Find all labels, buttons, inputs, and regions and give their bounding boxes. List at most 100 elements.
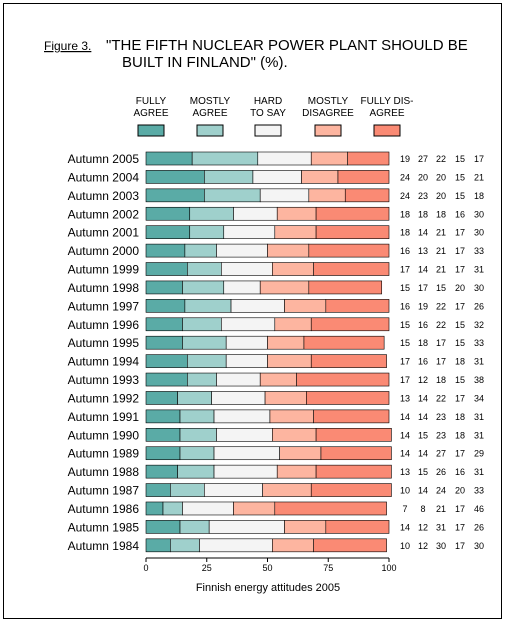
bar-segment — [145, 280, 183, 295]
value-labels: 19 27 22 15 17 24 20 20 15 21 24 23 20 15 18 18 18 18 16 30… — [400, 154, 484, 551]
value-label: 17 — [474, 154, 484, 164]
bar-segment — [145, 188, 205, 203]
bar-segment — [257, 151, 312, 166]
bar-segment — [145, 206, 191, 221]
value-label: 24 — [436, 486, 446, 496]
legend-label: AGREE — [369, 108, 404, 119]
value-label: 18 — [455, 430, 465, 440]
bar-segment — [216, 243, 268, 258]
legend-label: MOSTLY — [308, 96, 349, 107]
bar-segment — [221, 262, 273, 276]
value-label: 26 — [474, 522, 484, 532]
category-label: Autumn 2002 — [68, 207, 140, 221]
category-label: Autumn 1999 — [68, 263, 140, 277]
bar-segment — [213, 409, 271, 424]
bar-segment — [145, 483, 171, 497]
bar-segment — [303, 335, 385, 350]
category-label: Autumn 1992 — [68, 391, 140, 405]
bar-row — [145, 262, 390, 276]
value-label: 21 — [436, 265, 446, 275]
x-tick-label: 100 — [381, 563, 396, 573]
value-label: 18 — [418, 338, 428, 348]
category-label: Autumn 1990 — [68, 428, 140, 442]
value-label: 12 — [418, 375, 428, 385]
bar-row — [145, 391, 390, 405]
bar-segment — [177, 391, 212, 405]
value-label: 26 — [436, 467, 446, 477]
bar-segment — [204, 170, 254, 184]
value-label: 17 — [436, 338, 446, 348]
bar-segment — [182, 317, 222, 332]
bar-segment — [145, 170, 205, 184]
bar-segment — [225, 354, 268, 368]
value-label: 17 — [455, 246, 465, 256]
category-label: Autumn 1998 — [68, 281, 140, 295]
bar-segment — [279, 446, 322, 461]
bar-segment — [320, 446, 392, 461]
bar-segment — [179, 520, 210, 534]
bar-segment — [211, 391, 266, 405]
bar-row — [145, 520, 390, 534]
value-label: 17 — [400, 357, 410, 367]
value-label: 22 — [436, 320, 446, 330]
bar-segment — [223, 280, 261, 295]
value-label: 17 — [455, 228, 465, 238]
value-label: 20 — [436, 191, 446, 201]
category-label: Autumn 2003 — [68, 189, 140, 203]
bar-segment — [145, 372, 188, 387]
bar-segment — [325, 520, 390, 534]
value-label: 20 — [436, 172, 446, 182]
bar-segment — [179, 409, 215, 424]
bar-segment — [145, 538, 171, 553]
value-label: 16 — [418, 320, 428, 330]
bar-row — [145, 225, 390, 239]
value-label: 18 — [455, 357, 465, 367]
category-label: Autumn 1988 — [68, 465, 140, 479]
bar-segment — [191, 151, 259, 166]
value-label: 19 — [400, 154, 410, 164]
x-tick-label: 75 — [323, 563, 333, 573]
bar-segment — [259, 280, 310, 295]
value-label: 17 — [418, 283, 428, 293]
value-label: 30 — [474, 283, 484, 293]
bar-segment — [296, 372, 390, 387]
bar-segment — [274, 501, 387, 516]
value-label: 33 — [474, 486, 484, 496]
bar-segment — [170, 483, 205, 497]
bar-segment — [310, 317, 390, 332]
value-label: 12 — [418, 522, 428, 532]
value-label: 14 — [400, 412, 410, 422]
bar-row — [145, 335, 385, 350]
value-label: 31 — [474, 430, 484, 440]
x-tick-label: 0 — [143, 563, 148, 573]
bar-segment — [315, 206, 390, 221]
bar-segment — [315, 225, 390, 239]
bar-segment — [347, 151, 390, 166]
bar-segment — [267, 335, 305, 350]
value-label: 31 — [474, 357, 484, 367]
bar-segment — [313, 262, 390, 276]
legend-label: AGREE — [192, 108, 227, 119]
category-label: Autumn 2004 — [68, 170, 140, 184]
bar-segment — [259, 372, 297, 387]
value-label: 18 — [455, 412, 465, 422]
category-label: Autumn 1994 — [68, 355, 140, 369]
bar-segment — [267, 243, 310, 258]
bar-segment — [337, 170, 390, 184]
value-label: 29 — [474, 449, 484, 459]
value-label: 14 — [400, 449, 410, 459]
value-label: 15 — [455, 375, 465, 385]
category-label: Autumn 1986 — [68, 502, 140, 516]
bar-segment — [189, 225, 225, 239]
figure-label: Figure 3. — [44, 39, 91, 53]
bar-row — [145, 280, 383, 295]
value-label: 15 — [400, 283, 410, 293]
value-label: 22 — [436, 154, 446, 164]
bar-row — [145, 299, 390, 313]
value-label: 31 — [436, 522, 446, 532]
value-label: 17 — [455, 541, 465, 551]
value-label: 33 — [474, 338, 484, 348]
bar-segment — [189, 206, 234, 221]
bar-segment — [145, 501, 164, 516]
bar-segment — [216, 427, 273, 442]
